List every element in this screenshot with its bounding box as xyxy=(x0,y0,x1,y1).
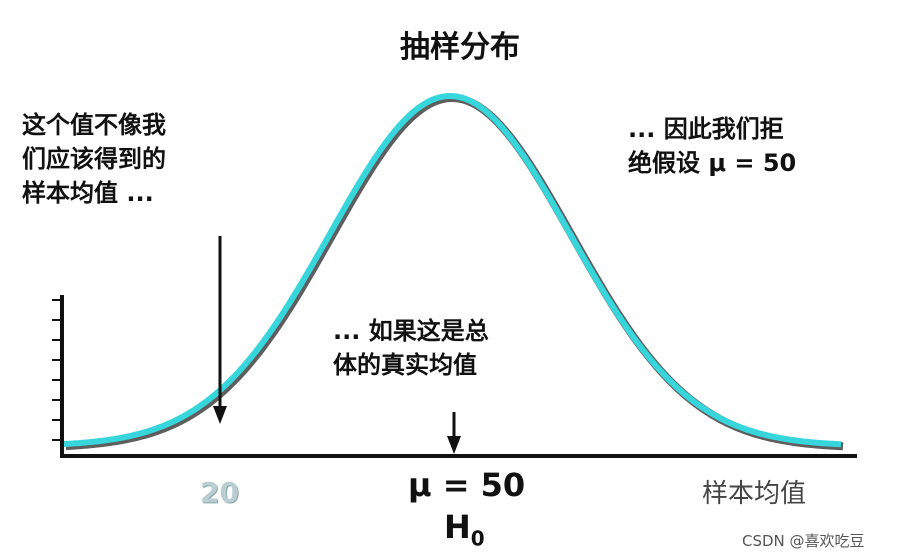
x-axis-label: 样本均值 xyxy=(702,479,807,509)
bell-curve xyxy=(63,93,842,448)
left-annotation-line: 样本均值 ... xyxy=(22,179,154,207)
watermark: CSDN @喜欢吃豆 xyxy=(742,532,865,550)
middle-annotation-line: 体的真实均值 xyxy=(333,351,477,379)
h0-subscript: 0 xyxy=(470,526,485,551)
sample-mean-arrow xyxy=(213,236,227,424)
y-axis-ticks xyxy=(52,299,62,441)
left-annotation-line: 们应该得到的 xyxy=(22,145,166,173)
population-mean-arrow xyxy=(447,412,461,454)
diagram-title: 抽样分布 xyxy=(400,30,520,65)
right-annotation-line: ... 因此我们拒 xyxy=(628,115,784,143)
middle-annotation: ... 如果这是总 体的真实均值 xyxy=(333,314,489,382)
mu-equals-50-label: μ = 50 xyxy=(408,466,526,504)
middle-annotation-line: ... 如果这是总 xyxy=(333,317,489,345)
right-annotation: ... 因此我们拒 绝假设 μ = 50 xyxy=(628,112,796,180)
right-annotation-line: 绝假设 μ = 50 xyxy=(628,149,797,177)
x-tick-label-20: 20 xyxy=(200,476,239,509)
left-annotation-line: 这个值不像我 xyxy=(22,111,166,139)
null-hypothesis-label: H0 xyxy=(444,508,485,550)
left-annotation: 这个值不像我 们应该得到的 样本均值 ... xyxy=(22,108,166,210)
h0-main: H xyxy=(444,508,471,546)
